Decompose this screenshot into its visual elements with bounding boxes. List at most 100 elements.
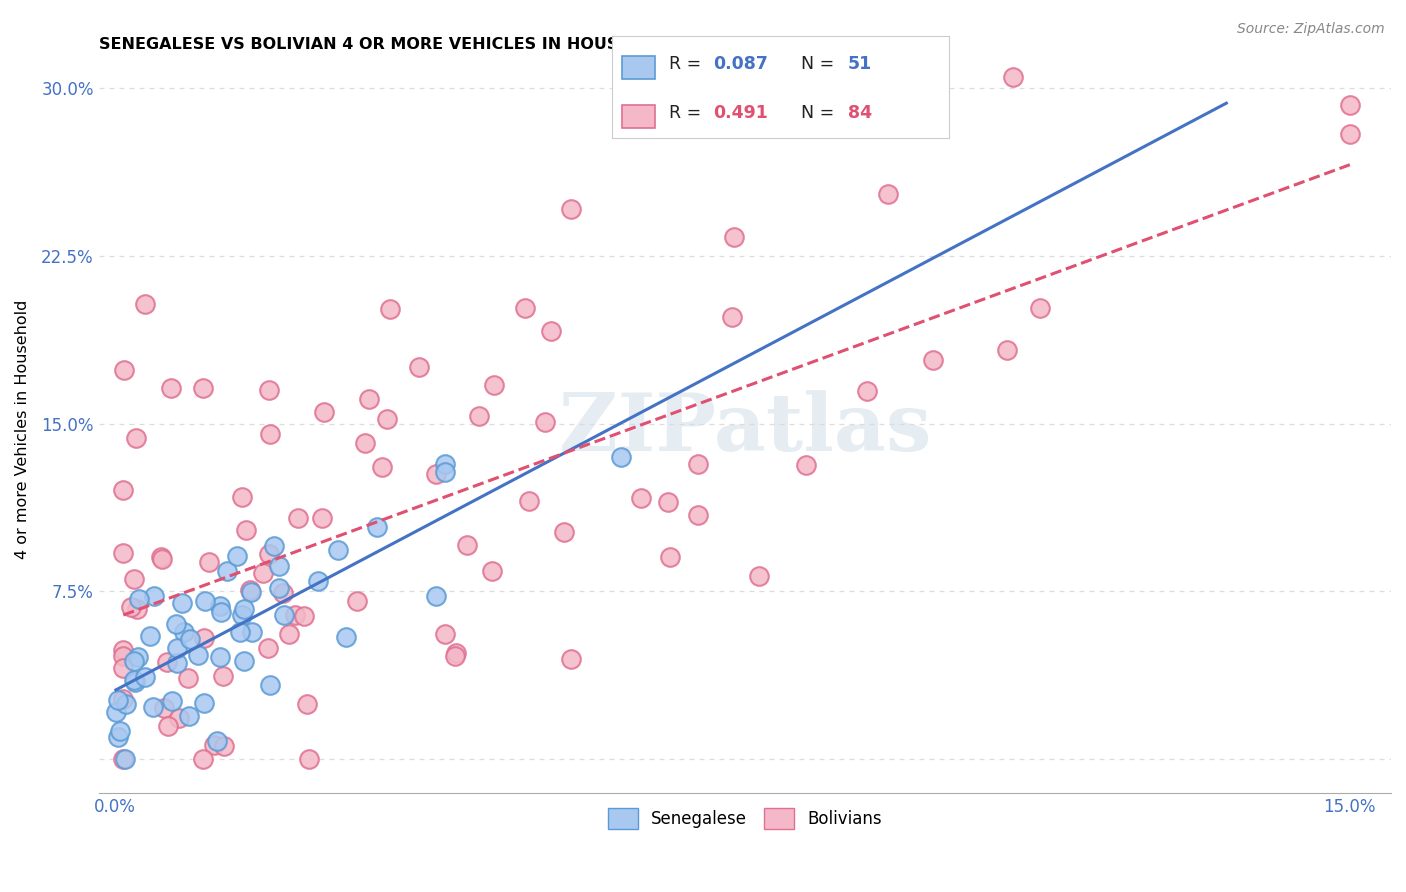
Point — [156, 655, 179, 669]
Point — [357, 392, 380, 407]
Point — [630, 491, 652, 505]
Point — [877, 186, 900, 201]
Point — [540, 324, 562, 338]
Point — [114, 752, 136, 766]
Point — [371, 460, 394, 475]
Text: Source: ZipAtlas.com: Source: ZipAtlas.com — [1237, 22, 1385, 37]
Point — [125, 431, 148, 445]
Point — [366, 520, 388, 534]
Point — [233, 655, 256, 669]
Point — [748, 569, 770, 583]
Point — [120, 599, 142, 614]
Point — [517, 494, 540, 508]
Point — [408, 360, 430, 375]
Point — [269, 558, 291, 573]
Point — [139, 629, 162, 643]
Y-axis label: 4 or more Vehicles in Household: 4 or more Vehicles in Household — [15, 300, 30, 559]
Point — [179, 632, 201, 646]
Point — [434, 466, 457, 480]
Point — [177, 671, 200, 685]
Point — [433, 457, 456, 471]
Point — [1002, 70, 1025, 84]
Point — [273, 608, 295, 623]
Point — [353, 435, 375, 450]
Point — [110, 724, 132, 739]
Point — [122, 572, 145, 586]
Point — [122, 673, 145, 688]
Point — [346, 594, 368, 608]
Point — [212, 669, 235, 683]
Point — [256, 641, 278, 656]
Point — [326, 542, 349, 557]
Point — [257, 383, 280, 397]
Point — [444, 648, 467, 663]
Point — [425, 467, 447, 482]
Point — [209, 605, 232, 619]
Point — [267, 581, 290, 595]
Point — [259, 678, 281, 692]
Point — [553, 525, 575, 540]
Point — [922, 352, 945, 367]
Point — [232, 601, 254, 615]
Point — [295, 697, 318, 711]
Text: 84: 84 — [848, 103, 872, 121]
Point — [252, 566, 274, 580]
Point — [688, 457, 710, 471]
Point — [335, 630, 357, 644]
Point — [1339, 128, 1361, 142]
Point — [166, 657, 188, 671]
Point — [153, 701, 176, 715]
Point — [467, 409, 489, 424]
Point — [259, 427, 281, 442]
Point — [134, 297, 156, 311]
Point — [723, 230, 745, 244]
Point — [208, 649, 231, 664]
Point — [659, 549, 682, 564]
Point — [194, 594, 217, 608]
Point — [212, 739, 235, 753]
Point — [124, 654, 146, 668]
Point — [202, 738, 225, 752]
Point — [142, 699, 165, 714]
Point — [375, 412, 398, 426]
Point — [434, 627, 457, 641]
Point — [307, 574, 329, 588]
Text: R =: R = — [669, 103, 707, 121]
Point — [134, 669, 156, 683]
Point — [1339, 97, 1361, 112]
Point — [112, 546, 135, 560]
Point — [115, 697, 138, 711]
Point — [166, 640, 188, 655]
Point — [235, 523, 257, 537]
Point — [107, 730, 129, 744]
Point — [112, 642, 135, 657]
Point — [995, 343, 1018, 358]
Point — [298, 752, 321, 766]
Point — [162, 693, 184, 707]
Point — [794, 458, 817, 472]
Point — [143, 589, 166, 603]
Point — [482, 378, 505, 392]
Point — [198, 555, 221, 569]
Point — [231, 607, 253, 622]
Point — [165, 616, 187, 631]
Point — [231, 490, 253, 504]
Point — [263, 540, 285, 554]
Point — [104, 705, 127, 719]
Point — [721, 310, 744, 324]
Point — [284, 608, 307, 623]
Point — [170, 596, 193, 610]
Point — [112, 752, 135, 766]
Point — [240, 624, 263, 639]
Point — [239, 582, 262, 597]
Point — [112, 483, 135, 497]
Point — [240, 585, 263, 599]
Point — [191, 752, 214, 766]
Text: SENEGALESE VS BOLIVIAN 4 OR MORE VEHICLES IN HOUSEHOLD CORRELATION CHART: SENEGALESE VS BOLIVIAN 4 OR MORE VEHICLE… — [98, 37, 877, 53]
Point — [292, 609, 315, 624]
Point — [215, 564, 238, 578]
Point — [150, 552, 173, 566]
Point — [278, 627, 301, 641]
Text: 0.491: 0.491 — [713, 103, 768, 121]
Text: 51: 51 — [848, 55, 872, 73]
